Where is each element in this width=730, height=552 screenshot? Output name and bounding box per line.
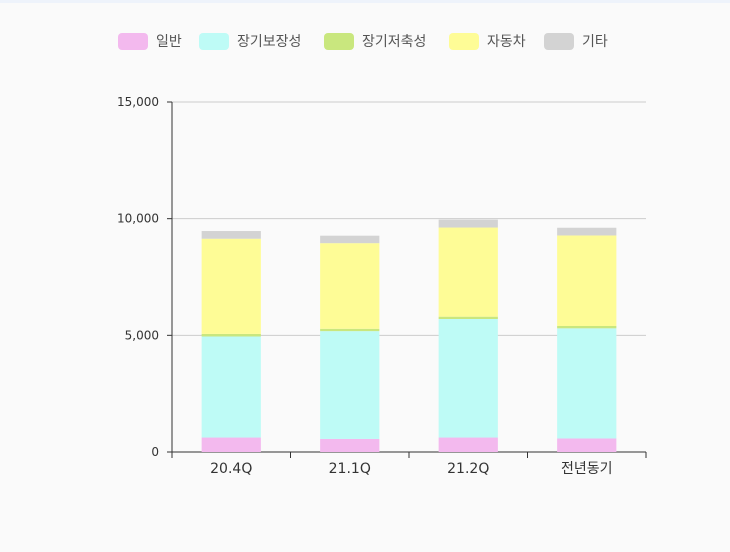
y-tick-label: 0 xyxy=(151,445,159,459)
bar-segment[interactable] xyxy=(438,437,498,452)
legend-label-other: 기타 xyxy=(582,34,608,50)
bar-segment[interactable] xyxy=(201,437,261,452)
bar-segment[interactable] xyxy=(557,326,617,329)
legend-item-long-term-protection[interactable]: 장기보장성 xyxy=(199,29,301,53)
bar-segment[interactable] xyxy=(438,316,498,319)
bar-segment[interactable] xyxy=(320,331,380,439)
legend-item-long-term-savings[interactable]: 장기저축성 xyxy=(324,29,426,53)
legend-label-general: 일반 xyxy=(156,34,182,50)
bar-segment[interactable] xyxy=(201,336,261,438)
legend-swatch-other xyxy=(544,32,574,50)
bar-segment[interactable] xyxy=(557,328,617,439)
legend-swatch-general xyxy=(118,32,148,50)
y-tick-label: 15,000 xyxy=(117,95,159,109)
bar-segment[interactable] xyxy=(557,227,617,236)
legend-swatch-auto xyxy=(449,32,479,50)
y-tick-label: 10,000 xyxy=(117,212,159,226)
legend-item-general[interactable]: 일반 xyxy=(118,29,182,53)
legend-item-auto[interactable]: 자동차 xyxy=(449,29,526,53)
bar-segment[interactable] xyxy=(320,438,380,452)
bar-segment[interactable] xyxy=(201,333,261,337)
x-tick-label: 21.1Q xyxy=(329,461,371,477)
x-tick-label: 전년동기 xyxy=(561,461,613,477)
legend-label-long-term-savings: 장기저축성 xyxy=(362,34,427,50)
legend-item-other[interactable]: 기타 xyxy=(544,29,608,53)
bar-segment[interactable] xyxy=(320,243,380,329)
y-tick-label: 5,000 xyxy=(125,328,159,342)
bar-segment[interactable] xyxy=(438,219,498,228)
bar-segment[interactable] xyxy=(557,438,617,452)
legend-label-long-term-protection: 장기보장성 xyxy=(237,34,302,50)
bar-segment[interactable] xyxy=(557,235,617,326)
x-tick-label: 21.2Q xyxy=(447,461,489,477)
top-border xyxy=(0,0,730,3)
bar-segment[interactable] xyxy=(201,238,261,334)
legend-swatch-long-term-savings xyxy=(324,32,354,50)
bar-segment[interactable] xyxy=(320,235,380,244)
bar-segment[interactable] xyxy=(438,227,498,317)
bar-segment[interactable] xyxy=(320,328,380,332)
x-tick-label: 20.4Q xyxy=(210,461,252,477)
legend-swatch-long-term-protection xyxy=(199,32,229,50)
bar-segment[interactable] xyxy=(201,231,261,239)
bar-segment[interactable] xyxy=(438,319,498,438)
legend: 일반 장기보장성 장기저축성 자동차 기타 xyxy=(0,29,730,53)
legend-label-auto: 자동차 xyxy=(487,34,526,50)
